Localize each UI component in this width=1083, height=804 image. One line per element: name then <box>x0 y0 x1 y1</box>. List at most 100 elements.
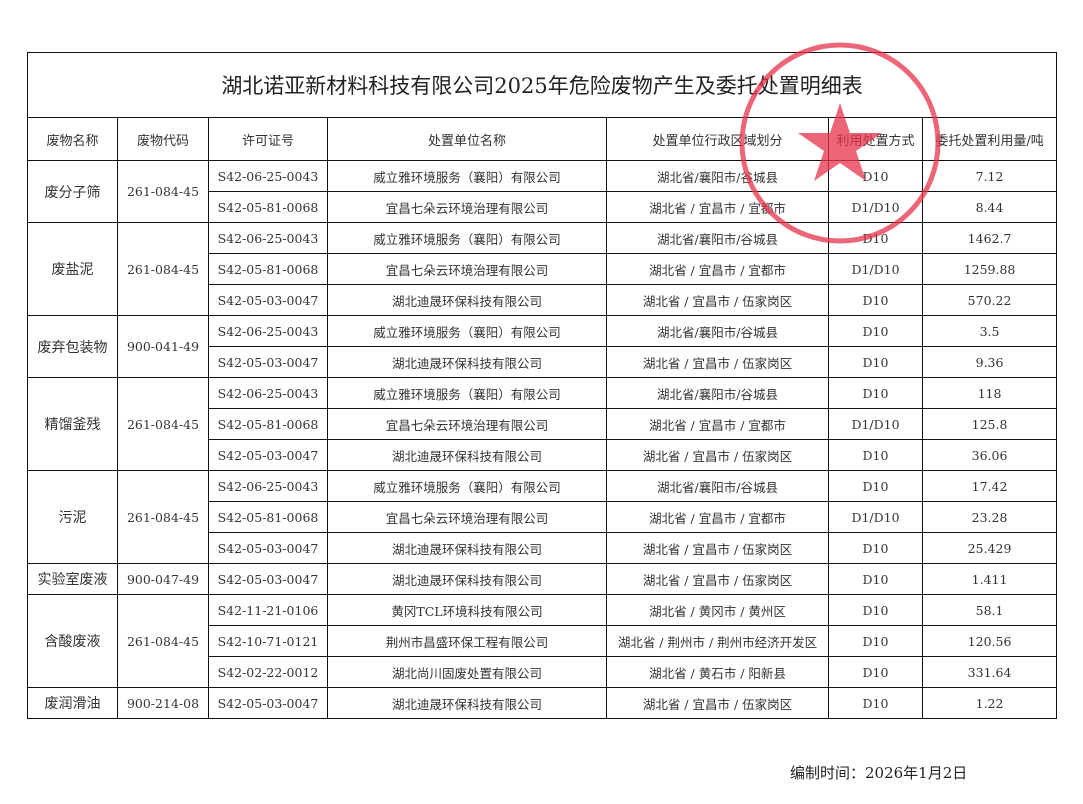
quantity-cell: 17.42 <box>921 470 1058 502</box>
method-cell: D10 <box>828 284 923 316</box>
license-cell: S42-06-25-0043 <box>208 377 328 409</box>
region-cell: 湖北省 / 宜昌市 / 宜都市 <box>606 191 829 223</box>
disposal-unit-cell: 宜昌七朵云环境治理有限公司 <box>327 253 607 285</box>
quantity-cell: 118 <box>921 377 1058 409</box>
license-cell: S42-06-25-0043 <box>208 315 328 347</box>
quantity-cell: 1.411 <box>921 563 1058 595</box>
disposal-unit-cell: 宜昌七朵云环境治理有限公司 <box>327 191 607 223</box>
waste-name-cell: 含酸废液 <box>27 594 118 688</box>
table-row: S42-02-22-0012 湖北尚川固废处置有限公司 湖北省 / 黄石市 / 阳新… <box>28 656 1058 688</box>
license-cell: S42-05-03-0047 <box>208 439 328 471</box>
table-row: 实验室废液 900-047-49 S42-05-03-0047 湖北迪晟环保科技有限公… <box>27 563 1058 595</box>
license-cell: S42-05-81-0068 <box>208 408 328 440</box>
column-header: 委托处置利用量/吨 <box>921 117 1058 161</box>
disposal-unit-cell: 湖北迪晟环保科技有限公司 <box>327 687 607 719</box>
disposal-unit-cell: 湖北迪晟环保科技有限公司 <box>327 439 607 471</box>
method-cell: D1/D10 <box>828 191 923 223</box>
region-cell: 湖北省 / 宜昌市 / 伍家岗区 <box>606 563 829 595</box>
license-cell: S42-10-71-0121 <box>208 625 328 657</box>
region-cell: 湖北省/襄阳市/谷城县 <box>606 315 829 347</box>
method-cell: D1/D10 <box>828 408 923 440</box>
disposal-unit-cell: 威立雅环境服务（襄阳）有限公司 <box>327 377 607 409</box>
quantity-cell: 1.22 <box>921 687 1058 719</box>
table-row: 污泥 261-084-45 S42-06-25-0043 威立雅环境服务（襄阳）有限公… <box>27 470 1058 564</box>
method-cell: D1/D10 <box>828 253 923 285</box>
disposal-unit-cell: 宜昌七朵云环境治理有限公司 <box>327 408 607 440</box>
license-cell: S42-05-81-0068 <box>208 253 328 285</box>
region-cell: 湖北省 / 宜昌市 / 伍家岗区 <box>606 532 829 564</box>
license-cell: S42-06-25-0043 <box>208 160 328 192</box>
method-cell: D10 <box>828 656 923 688</box>
quantity-cell: 570.22 <box>921 284 1058 316</box>
waste-code-cell: 261-084-45 <box>117 222 209 316</box>
region-cell: 湖北省/襄阳市/谷城县 <box>606 160 829 192</box>
column-header: 许可证号 <box>208 117 328 161</box>
license-cell: S42-05-81-0068 <box>208 191 328 223</box>
waste-name-cell: 废分子筛 <box>27 160 118 223</box>
region-cell: 湖北省 / 宜昌市 / 伍家岗区 <box>606 439 829 471</box>
region-cell: 湖北省/襄阳市/谷城县 <box>606 377 829 409</box>
disposal-unit-cell: 湖北迪晟环保科技有限公司 <box>327 563 607 595</box>
disposal-unit-cell: 湖北迪晟环保科技有限公司 <box>327 346 607 378</box>
method-cell: D10 <box>828 439 923 471</box>
method-cell: D10 <box>828 222 923 254</box>
disposal-unit-cell: 湖北尚川固废处置有限公司 <box>327 656 607 688</box>
waste-code-cell: 900-041-49 <box>117 315 209 378</box>
disposal-unit-cell: 湖北迪晟环保科技有限公司 <box>327 284 607 316</box>
region-cell: 湖北省 / 黄冈市 / 黄州区 <box>606 594 829 626</box>
disposal-unit-cell: 威立雅环境服务（襄阳）有限公司 <box>327 222 607 254</box>
page-title: 湖北诺亚新材料科技有限公司2025年危险废物产生及委托处置明细表 <box>26 52 1058 118</box>
table-row: S42-05-03-0047 湖北迪晟环保科技有限公司 湖北省 / 宜昌市 / 伍家… <box>28 439 1058 471</box>
method-cell: D1/D10 <box>828 501 923 533</box>
disposal-unit-cell: 湖北迪晟环保科技有限公司 <box>327 532 607 564</box>
waste-code-cell: 261-084-45 <box>117 377 209 471</box>
column-header: 废物名称 <box>27 117 118 161</box>
disposal-unit-cell: 威立雅环境服务（襄阳）有限公司 <box>327 315 607 347</box>
quantity-cell: 7.12 <box>921 160 1058 192</box>
waste-code-cell: 261-084-45 <box>117 160 209 223</box>
quantity-cell: 36.06 <box>921 439 1058 471</box>
method-cell: D10 <box>828 377 923 409</box>
license-cell: S42-05-03-0047 <box>208 532 328 564</box>
disposal-unit-cell: 荆州市昌盛环保工程有限公司 <box>327 625 607 657</box>
quantity-cell: 58.1 <box>921 594 1058 626</box>
method-cell: D10 <box>828 687 923 719</box>
disposal-unit-cell: 威立雅环境服务（襄阳）有限公司 <box>327 470 607 502</box>
disposal-unit-cell: 宜昌七朵云环境治理有限公司 <box>327 501 607 533</box>
quantity-cell: 3.5 <box>921 315 1058 347</box>
method-cell: D10 <box>828 625 923 657</box>
license-cell: S42-02-22-0012 <box>208 656 328 688</box>
waste-name-cell: 废润滑油 <box>27 687 118 719</box>
license-cell: S42-05-81-0068 <box>208 501 328 533</box>
table-row: 含酸废液 261-084-45 S42-11-21-0106 黄冈TCL环境科技有限公… <box>27 594 1058 688</box>
quantity-cell: 1462.7 <box>921 222 1058 254</box>
waste-code-cell: 900-214-08 <box>117 687 209 719</box>
method-cell: D10 <box>828 594 923 626</box>
quantity-cell: 25.429 <box>921 532 1058 564</box>
region-cell: 湖北省/襄阳市/谷城县 <box>606 470 829 502</box>
license-cell: S42-11-21-0106 <box>208 594 328 626</box>
region-cell: 湖北省 / 黄石市 / 阳新县 <box>606 656 829 688</box>
waste-name-cell: 废盐泥 <box>27 222 118 316</box>
column-header: 利用处置方式 <box>828 117 923 161</box>
quantity-cell: 125.8 <box>921 408 1058 440</box>
quantity-cell: 9.36 <box>921 346 1058 378</box>
license-cell: S42-05-03-0047 <box>208 346 328 378</box>
table-row: S42-05-03-0047 湖北迪晟环保科技有限公司 湖北省 / 宜昌市 / 伍家… <box>28 284 1058 316</box>
region-cell: 湖北省 / 宜昌市 / 宜都市 <box>606 408 829 440</box>
table-row: 废盐泥 261-084-45 S42-06-25-0043 威立雅环境服务（襄阳）有限… <box>27 222 1058 316</box>
waste-name-cell: 污泥 <box>27 470 118 564</box>
license-cell: S42-05-03-0047 <box>208 284 328 316</box>
region-cell: 湖北省 / 宜昌市 / 宜都市 <box>606 501 829 533</box>
table-row: 精馏釜残 261-084-45 S42-06-25-0043 威立雅环境服务（襄阳）有… <box>27 377 1058 471</box>
quantity-cell: 331.64 <box>921 656 1058 688</box>
quantity-cell: 23.28 <box>921 501 1058 533</box>
waste-name-cell: 实验室废液 <box>27 563 118 595</box>
table-row: 废弃包装物 900-041-49 S42-06-25-0043 威立雅环境服务（襄阳）… <box>27 315 1058 378</box>
waste-code-cell: 261-084-45 <box>117 470 209 564</box>
waste-name-cell: 废弃包装物 <box>27 315 118 378</box>
method-cell: D10 <box>828 470 923 502</box>
waste-code-cell: 261-084-45 <box>117 594 209 688</box>
quantity-cell: 1259.88 <box>921 253 1058 285</box>
table-row: S42-05-81-0068 宜昌七朵云环境治理有限公司 湖北省 / 宜昌市 / 宜… <box>28 253 1058 285</box>
